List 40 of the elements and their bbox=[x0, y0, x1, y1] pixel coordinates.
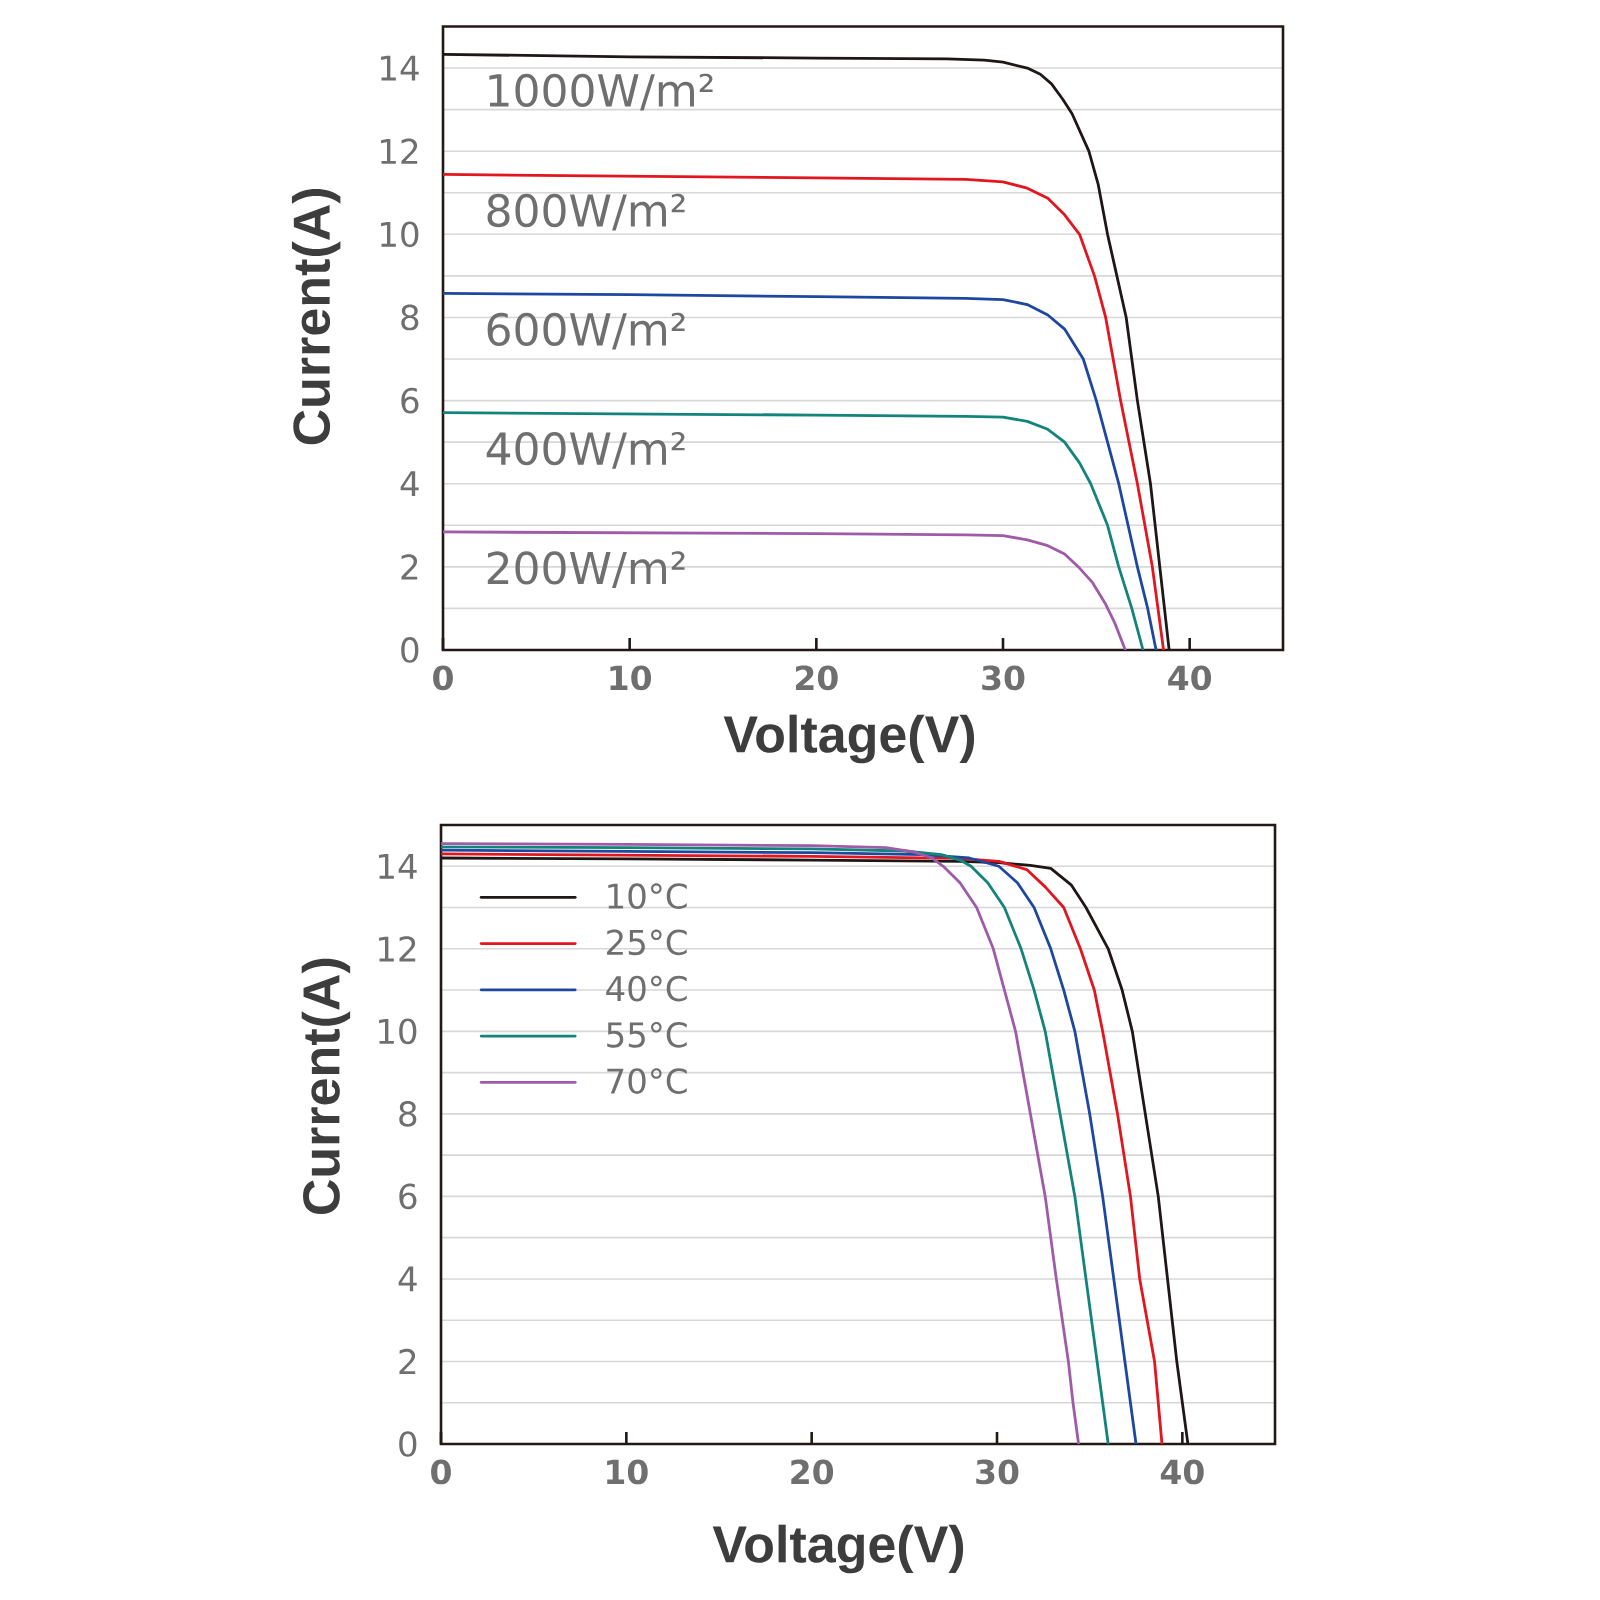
y-tick-label: 4 bbox=[398, 1266, 417, 1292]
y-axis-title: Current(A) bbox=[301, 958, 351, 1215]
series-label: 600W/m² bbox=[487, 312, 685, 350]
y-tick-label: 10 bbox=[381, 221, 419, 248]
x-axis-title: Voltage(V) bbox=[712, 1524, 964, 1574]
y-tick-label: 0 bbox=[401, 637, 419, 663]
series-label: 1000W/m² bbox=[489, 73, 713, 111]
y-tick-label: 4 bbox=[400, 471, 419, 497]
y-tick-label: 14 bbox=[381, 55, 419, 81]
legend-label: 70°C bbox=[607, 1068, 687, 1094]
y-tick-label: 14 bbox=[379, 853, 417, 879]
x-tick-label: 40 bbox=[1160, 1459, 1204, 1485]
x-tick-label: 20 bbox=[795, 665, 838, 691]
x-tick-label: 20 bbox=[791, 1459, 834, 1485]
series-label: 400W/m² bbox=[486, 432, 685, 469]
y-tick-label: 10 bbox=[379, 1018, 417, 1045]
y-tick-label: 6 bbox=[401, 387, 419, 414]
y-tick-label: 8 bbox=[401, 304, 419, 331]
series-label: 800W/m² bbox=[487, 193, 685, 231]
legend-label: 25°C bbox=[607, 929, 687, 956]
x-tick-label: 30 bbox=[976, 1459, 1019, 1485]
x-tick-label: 10 bbox=[610, 665, 652, 691]
x-tick-label: 0 bbox=[433, 665, 453, 691]
x-tick-label: 10 bbox=[607, 1459, 648, 1485]
x-tick-label: 30 bbox=[982, 665, 1025, 691]
y-tick-label: 6 bbox=[399, 1183, 417, 1210]
y-tick-label: 2 bbox=[399, 1348, 416, 1375]
y-axis-title: Current(A) bbox=[291, 189, 341, 445]
x-axis-title: Voltage(V) bbox=[723, 714, 975, 764]
y-tick-label: 8 bbox=[399, 1100, 417, 1127]
y-tick-label: 0 bbox=[399, 1431, 417, 1457]
y-tick-label: 12 bbox=[381, 138, 418, 164]
legend-label: 55°C bbox=[607, 1021, 687, 1048]
y-tick-label: 12 bbox=[379, 936, 416, 962]
y-tick-label: 2 bbox=[401, 554, 418, 580]
legend-label: 10°C bbox=[608, 883, 687, 909]
series-label: 200W/m² bbox=[487, 551, 685, 589]
x-tick-label: 0 bbox=[431, 1459, 451, 1485]
legend-label: 40°C bbox=[606, 975, 687, 1002]
x-tick-label: 40 bbox=[1168, 665, 1212, 691]
